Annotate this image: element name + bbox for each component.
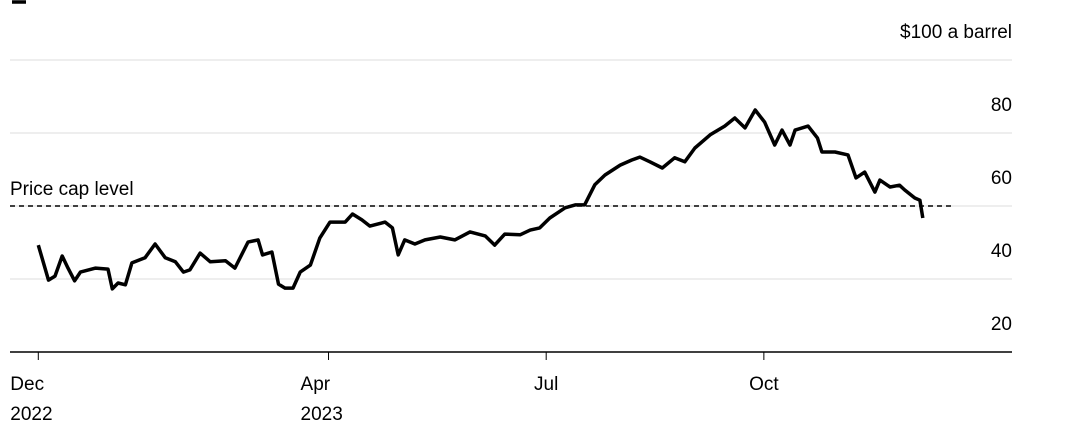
x-tick-label: Dec 2022 xyxy=(10,374,52,425)
legend-label: Russia's average Urals export price xyxy=(38,0,337,1)
x-tick-label: Apr 2023 xyxy=(301,374,343,425)
y-tick-label: $100 a barrel xyxy=(900,22,1012,43)
y-tick-label: 80 xyxy=(991,95,1012,116)
y-tick-label: 60 xyxy=(991,168,1012,189)
y-tick-label: 20 xyxy=(991,314,1012,335)
y-tick-label: 40 xyxy=(991,241,1012,262)
x-tick-label: Jul xyxy=(534,374,558,395)
x-tick-label: Oct xyxy=(749,374,779,395)
price-line xyxy=(36,108,925,291)
price-cap-label: Price cap level xyxy=(10,179,134,200)
